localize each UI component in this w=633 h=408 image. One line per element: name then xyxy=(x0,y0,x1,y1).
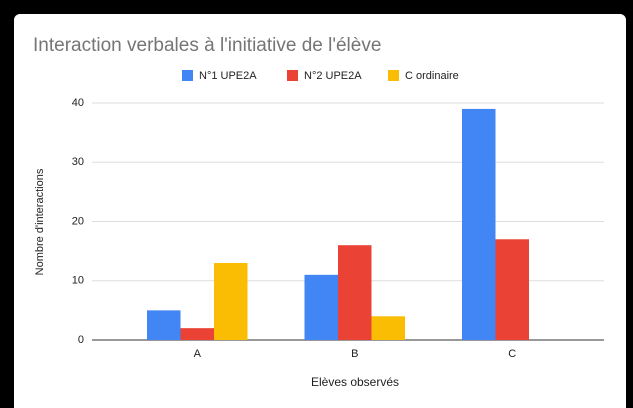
x-tick-label: C xyxy=(508,348,516,360)
bar xyxy=(338,245,372,340)
x-tick-label: A xyxy=(194,348,202,360)
legend-swatch xyxy=(182,70,193,81)
y-tick-label: 0 xyxy=(78,334,84,346)
y-tick-label: 30 xyxy=(72,156,84,168)
legend-label: C ordinaire xyxy=(405,70,459,82)
y-tick-label: 40 xyxy=(72,97,84,109)
bar xyxy=(180,328,214,340)
bar xyxy=(304,274,338,340)
legend-label: N°1 UPE2A xyxy=(199,70,257,82)
bar xyxy=(214,262,248,340)
y-tick-label: 20 xyxy=(72,215,84,227)
legend-swatch xyxy=(287,70,298,81)
x-tick-label: B xyxy=(351,348,358,360)
y-axis-label: Nombre d'interactions xyxy=(34,168,46,275)
bar xyxy=(495,239,529,340)
y-tick-label: 10 xyxy=(72,275,84,287)
legend-label: N°2 UPE2A xyxy=(304,70,362,82)
chart-title: Interaction verbales à l'initiative de l… xyxy=(33,35,381,56)
bar xyxy=(371,316,405,340)
x-axis-label: Elèves observés xyxy=(311,375,399,389)
bar xyxy=(462,108,496,340)
bar xyxy=(147,310,181,340)
legend-swatch xyxy=(388,70,399,81)
